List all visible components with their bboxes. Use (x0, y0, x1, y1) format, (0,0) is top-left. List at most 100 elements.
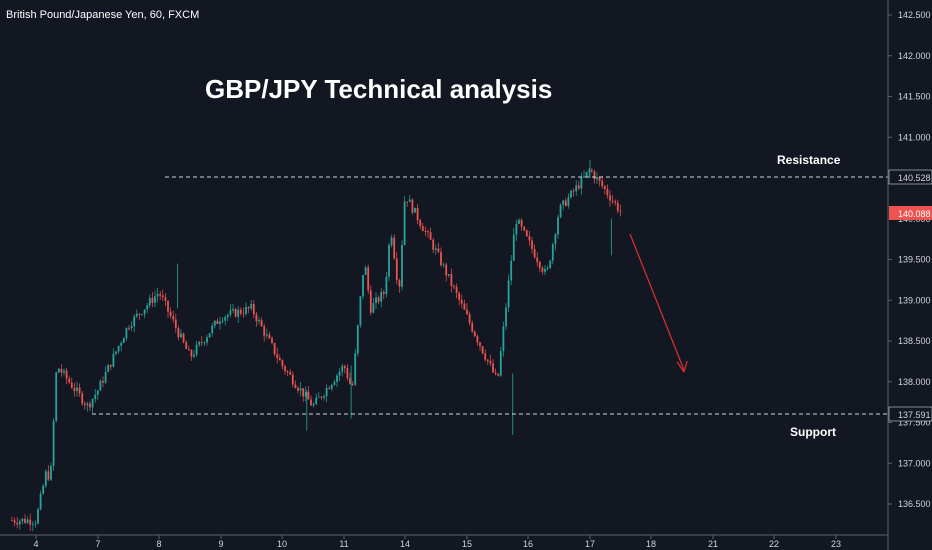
candle-down (419, 220, 422, 226)
candle-down (577, 185, 580, 189)
candle-up (154, 296, 156, 303)
candle-down (13, 520, 16, 523)
candle-down (445, 264, 448, 276)
candle-up (258, 320, 260, 322)
y-tick-label: 142.500 (898, 10, 931, 20)
candle-up (583, 176, 585, 177)
candle-up (219, 321, 221, 324)
candle-down (159, 294, 162, 296)
candle-up (325, 388, 328, 397)
candle-up (364, 267, 367, 275)
candle-up (52, 420, 55, 466)
candle-down (294, 384, 297, 388)
arrow-head (676, 360, 688, 373)
candle-up (232, 308, 234, 311)
y-tick-label: 138.500 (898, 336, 931, 346)
candle-down (284, 366, 286, 372)
candle-down (601, 180, 604, 187)
candle-up (434, 248, 437, 250)
candle-down (382, 292, 385, 294)
support-label: Support (790, 425, 836, 439)
candle-down (164, 297, 167, 301)
candle-down (81, 393, 84, 404)
candle-down (424, 231, 427, 232)
x-tick-label: 16 (523, 539, 533, 549)
candle-down (463, 303, 466, 310)
candle-down (492, 363, 494, 373)
candle-down (611, 200, 614, 202)
x-tick-label: 22 (769, 539, 779, 549)
candle-down (572, 190, 575, 192)
y-tick-label: 136.500 (898, 499, 931, 509)
candle-up (203, 342, 206, 344)
candle-up (265, 334, 268, 336)
candle-down (398, 280, 401, 287)
candle-up (117, 345, 120, 352)
candle-down (455, 286, 458, 294)
candle-up (226, 314, 229, 317)
y-tick-label: 138.000 (898, 377, 931, 387)
candle-down (83, 403, 86, 406)
candle-down (47, 471, 50, 480)
candle-down (593, 171, 596, 180)
candle-down (128, 327, 130, 329)
candle-up (104, 372, 107, 383)
candle-down (609, 195, 611, 201)
x-tick-label: 9 (218, 539, 223, 549)
candle-down (603, 186, 606, 189)
candle-up (549, 260, 552, 268)
candle-down (16, 522, 19, 525)
candle-down (528, 236, 531, 241)
candle-up (356, 325, 359, 354)
candle-down (89, 403, 91, 408)
candle-down (349, 378, 351, 384)
candle-up (447, 274, 450, 276)
candle-down (276, 354, 279, 358)
candle-up (570, 190, 572, 198)
candle-down (273, 342, 276, 355)
candle-up (330, 384, 333, 389)
candle-down (24, 518, 26, 523)
candle-up (401, 244, 403, 287)
support-price: 137.591 (898, 410, 931, 420)
candle-up (557, 217, 559, 235)
candle-down (310, 399, 312, 406)
candle-up (237, 309, 240, 317)
candle-up (21, 518, 24, 522)
x-tick-label: 8 (156, 539, 161, 549)
candle-down (564, 200, 567, 206)
candle-up (107, 364, 110, 373)
candle-down (286, 371, 289, 373)
candle-down (185, 342, 188, 350)
candle-up (112, 353, 115, 367)
candle-down (450, 274, 453, 286)
candle-up (141, 314, 143, 316)
x-tick-label: 23 (831, 539, 841, 549)
chart-title: GBP/JPY Technical analysis (205, 74, 552, 104)
candle-up (34, 523, 37, 525)
candle-down (297, 387, 299, 391)
candle-up (333, 381, 336, 385)
candle-down (473, 331, 476, 337)
candle-up (76, 387, 78, 392)
candle-down (494, 372, 497, 374)
candle-down (263, 326, 266, 336)
candle-down (421, 225, 424, 232)
candle-down (234, 308, 237, 317)
candle-down (239, 309, 242, 314)
candle-up (96, 390, 99, 395)
levels-layer (92, 176, 888, 415)
y-tick-label: 142.000 (898, 51, 931, 61)
support-price-badge: 137.591 (888, 406, 932, 422)
candle-down (200, 341, 203, 343)
current-price: 140.088 (898, 209, 931, 219)
candle-down (216, 320, 219, 324)
candle-up (211, 325, 214, 334)
candle-down (458, 293, 461, 300)
candle-up (99, 380, 102, 391)
candle-up (50, 465, 52, 480)
candle-down (616, 202, 619, 211)
candle-up (221, 320, 224, 322)
arrow-shaft (629, 233, 685, 371)
candle-down (138, 313, 141, 315)
